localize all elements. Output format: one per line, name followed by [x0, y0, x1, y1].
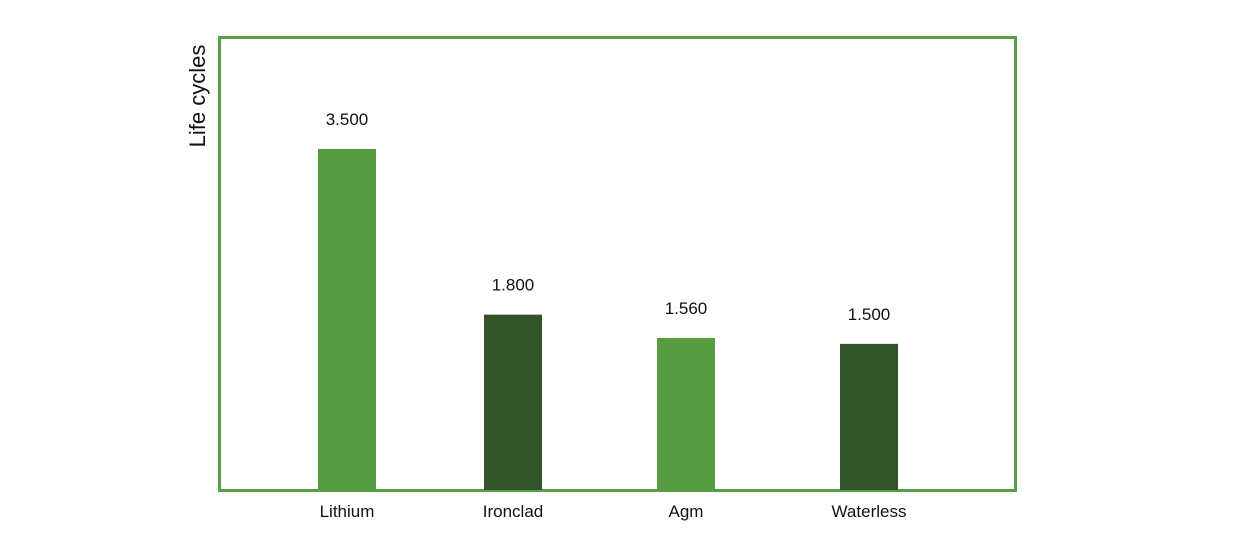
value-label-ironclad: 1.800	[492, 276, 535, 295]
value-labels-group: 3.500 1.800 1.560 1.500	[326, 110, 891, 324]
category-label-agm: Agm	[669, 502, 704, 521]
value-label-lithium: 3.500	[326, 110, 369, 129]
plot-frame	[218, 36, 1017, 492]
category-label-ironclad: Ironclad	[483, 502, 543, 521]
bar-waterless	[840, 343, 898, 490]
category-label-waterless: Waterless	[832, 502, 907, 521]
value-label-agm: 1.560	[665, 299, 708, 318]
bar-agm	[657, 338, 715, 490]
category-labels-group: Lithium Ironclad Agm Waterless	[320, 502, 907, 521]
category-label-lithium: Lithium	[320, 502, 375, 521]
bar-lithium	[318, 149, 376, 490]
y-axis-title: Life cycles	[185, 45, 210, 148]
bar-ironclad	[484, 314, 542, 490]
value-label-waterless: 1.500	[848, 305, 891, 324]
bars-group	[318, 149, 898, 490]
